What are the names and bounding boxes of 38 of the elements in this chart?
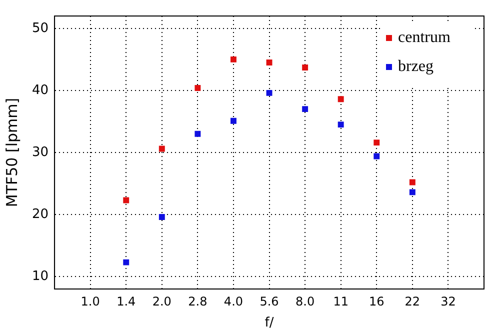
x-tick-label: 32 [440,294,456,308]
point [302,106,308,112]
point [123,259,130,266]
point [338,96,344,102]
y-tick-label: 40 [32,82,49,98]
x-tick-label: 8.0 [296,294,315,308]
point [409,179,416,186]
y-axis-title: MTF50 [lpmm] [2,98,21,208]
point [266,90,272,96]
y-tick-label: 30 [32,144,49,160]
x-axis-title: f/ [264,316,274,331]
point [374,140,380,146]
x-tick-label: 2.0 [152,294,172,308]
point [158,214,165,220]
point [374,153,380,160]
point [230,118,236,124]
x-tick-label: 22 [404,294,420,308]
legend-label: brzeg [398,58,434,76]
point [302,64,308,70]
point [123,197,130,204]
legend-label: centrum [398,29,451,46]
point [409,189,416,196]
point [158,146,165,152]
x-tick-label: 2.8 [188,294,208,308]
x-tick-label: 1.4 [116,294,136,308]
point [194,85,201,91]
y-tick-label: 10 [32,268,49,284]
y-tick-label: 20 [32,206,49,222]
x-tick-label: 1.0 [80,294,100,308]
point [338,122,344,128]
point [266,60,272,66]
x-tick-label: 5.6 [260,294,279,308]
x-tick-label: 11 [333,294,348,308]
x-tick-label: 16 [368,294,384,308]
point [194,130,201,137]
x-tick-label: 4.0 [224,294,244,308]
point [230,56,236,62]
y-tick-label: 50 [32,20,49,36]
